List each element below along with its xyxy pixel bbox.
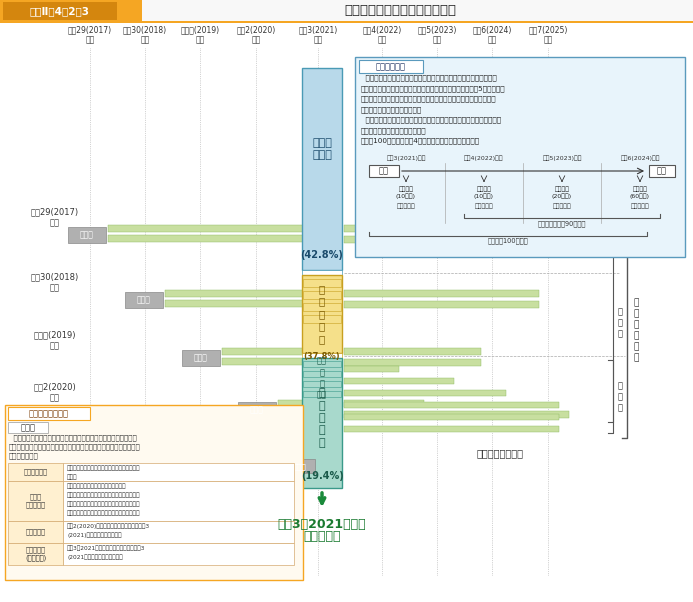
Bar [8,407,90,420]
Text: 年度: 年度 [313,36,323,45]
Bar [303,391,341,397]
Bar [63,521,294,543]
Text: 人件・糧食費: 人件・糧食費 [24,469,48,476]
Bar [285,459,315,473]
Bar [344,402,559,408]
Text: 令和2(2020)
年度: 令和2(2020) 年度 [34,382,76,402]
Bar [278,410,306,417]
Text: 歳出化経費: 歳出化経費 [26,529,46,535]
Bar [344,225,596,232]
Text: 後年度負担額: 後年度負担額 [376,62,406,71]
Bar [0,0,693,22]
Bar [63,463,294,481]
Bar [125,292,163,308]
Text: 令和3（2021）年度: 令和3（2021）年度 [278,518,367,530]
Bar [344,411,569,418]
Text: 年度: 年度 [85,36,95,45]
Bar [0,21,693,23]
Text: 歳
出
化
経
費: 歳 出 化 経 費 [319,284,325,344]
Bar [649,165,675,177]
Text: を要するものが多い。このため、複数年度に及ぶ契約（原則5年以内）を: を要するものが多い。このため、複数年度に及ぶ契約（原則5年以内）を [361,85,506,92]
Bar [344,414,559,420]
Text: 歳出化経費: 歳出化経費 [631,203,649,209]
Bar [303,381,341,387]
Bar [63,543,294,565]
Text: (2021)年度に支払われる経費: (2021)年度に支払われる経費 [67,532,121,538]
Bar [344,359,481,366]
Text: 防衛関係費の構造: 防衛関係費の構造 [29,409,69,418]
Text: 令和2(2020): 令和2(2020) [236,25,276,34]
Text: 残額支払
(60億円): 残額支払 (60億円) [630,187,650,199]
Text: 令和4(2022)年度: 令和4(2022)年度 [464,155,504,161]
Text: （活
動
経
費）: （活 動 経 費） [317,357,327,399]
Text: 装備品の調達・修理・整備、油の購入: 装備品の調達・修理・整備、油の購入 [67,483,127,489]
Bar [344,426,559,432]
Text: 令和3(2021): 令和3(2021) [299,25,337,34]
Polygon shape [142,0,158,22]
Text: 行い、将来の一定時期に支払うことを契約時にあらかじめ国が約束を: 行い、将来の一定時期に支払うことを契約時にあらかじめ国が約束を [361,96,497,102]
Bar [344,301,539,308]
Text: 契　約: 契 約 [137,296,151,305]
Text: 令和元(2019): 令和元(2019) [180,25,220,34]
Text: 年度: 年度 [378,36,387,45]
Text: (42.8%): (42.8%) [301,250,344,260]
Bar [344,390,506,396]
Text: 令和6(2024)年度: 令和6(2024)年度 [620,155,660,161]
Text: 契　約: 契 約 [194,353,208,362]
Text: 令和3（2021）年度の契約に基づき、令和3: 令和3（2021）年度の契約に基づき、令和3 [67,545,146,551]
Bar [3,2,117,20]
Text: 既
定
分: 既 定 分 [617,307,622,338]
Text: 年度: 年度 [141,36,150,45]
Text: 新
規
分: 新 規 分 [617,381,622,412]
Text: 歳出額と新規後年度負担の関係: 歳出額と新規後年度負担の関係 [344,4,456,17]
Bar [303,291,341,299]
Text: 人件・
糧食費: 人件・ 糧食費 [312,138,332,160]
Text: 後
年
度
負
担
額: 後 年 度 負 担 額 [633,298,639,363]
Bar [165,290,305,297]
Bar [303,361,341,367]
Text: 平成30(2018)
年度: 平成30(2018) 年度 [31,272,79,292]
Bar [344,236,596,243]
Text: 一部支払
(20億円): 一部支払 (20億円) [552,187,572,199]
Bar [182,350,220,366]
Text: 防衛力整備においては、装備品の調達や施設の整備などに複数年度: 防衛力整備においては、装備品の調達や施設の整備などに複数年度 [361,75,497,81]
Text: 歳出化経費: 歳出化経費 [475,203,493,209]
Bar [302,68,342,270]
Bar [238,402,276,418]
Text: 平成30(2018): 平成30(2018) [123,25,167,34]
Bar [303,315,341,323]
Bar [8,463,63,481]
Text: 平成29(2017): 平成29(2017) [68,25,112,34]
Bar [222,348,304,355]
Text: 舎費、技術研究開発、基地周辺対策や在日米軍: 舎費、技術研究開発、基地周辺対策や在日米軍 [67,501,141,507]
Text: 年度: 年度 [252,36,261,45]
Text: 令和元(2019)
年度: 令和元(2019) 年度 [34,330,76,350]
Text: 令和4(2022): 令和4(2022) [362,25,402,34]
Bar [68,227,106,243]
Bar [303,279,341,287]
Text: 物件費
（事業費）: 物件費 （事業費） [26,494,46,508]
Text: 契約: 契約 [379,167,389,176]
Text: 防衛関係費は、人件・糧食費と物件費（事業費）に大別される。: 防衛関係費は、人件・糧食費と物件費（事業費）に大別される。 [9,435,137,441]
Text: 隊員の教育訓練、施設整備、光熱水料などの営: 隊員の教育訓練、施設整備、光熱水料などの営 [67,492,141,498]
Text: 一部支払
(10億円): 一部支払 (10億円) [396,187,416,199]
Text: 令和2(2020)年度以前の契約に基づき、令和3: 令和2(2020)年度以前の契約に基づき、令和3 [67,523,150,529]
Bar [63,481,294,521]
Text: 年度: 年度 [543,36,552,45]
Text: 納入: 納入 [657,167,667,176]
Text: に分けられる。: に分けられる。 [9,453,39,459]
Bar [222,358,304,365]
Bar [302,358,342,488]
Bar [303,303,341,311]
Bar [344,400,424,407]
Text: 図表Ⅱ－4－2－3: 図表Ⅱ－4－2－3 [30,6,90,16]
Text: 平成29(2017)
年度: 平成29(2017) 年度 [31,207,79,227]
Text: 歳出化経費: 歳出化経費 [552,203,571,209]
Text: 令和5(2023): 令和5(2023) [417,25,457,34]
Bar [344,348,481,355]
Text: 一部支払
(10億円): 一部支払 (10億円) [474,187,494,199]
Text: 契約額（100億円）: 契約額（100億円） [488,238,528,244]
Text: 令和6(2024): 令和6(2024) [473,25,511,34]
Text: （例）100億円の装備を4年間に及ぶ契約で調達する場合: （例）100億円の装備を4年間に及ぶ契約で調達する場合 [361,138,480,144]
Bar [108,225,304,232]
